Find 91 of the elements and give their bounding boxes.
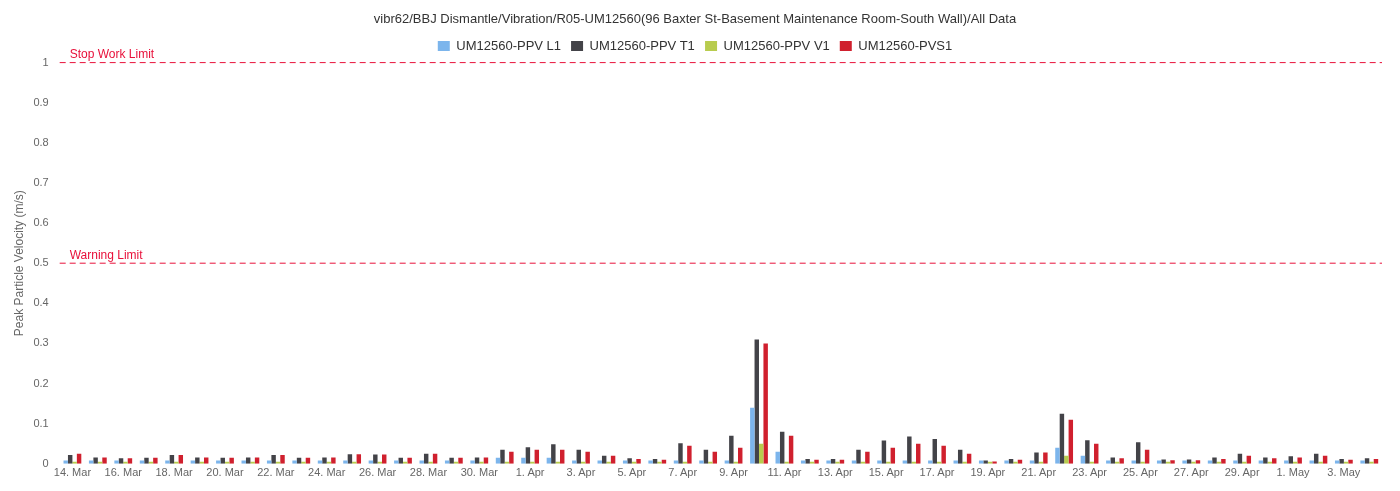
x-tick-label: 22. Mar: [257, 466, 295, 479]
x-tick-label: 19. Apr: [970, 466, 1006, 479]
x-tick-label: 11. Apr: [767, 466, 802, 479]
y-tick-label: 0.6: [33, 216, 49, 229]
y-tick-label: 0: [42, 456, 49, 469]
bar: [750, 407, 755, 464]
bar: [93, 457, 98, 464]
bar: [551, 444, 556, 464]
y-tick-label: 0.5: [33, 256, 49, 269]
x-tick-label: 17. Apr: [919, 466, 955, 479]
bar: [449, 457, 454, 464]
y-tick-label: 0.7: [33, 175, 49, 188]
x-tick-label: 25. Apr: [1122, 466, 1159, 479]
bar: [521, 457, 526, 464]
chart-title: vibr62/BBJ Dismantle/Vibration/R05-UM12560(96 Baxter St-Basement Maintenance Room-South Wall)/All Data: [373, 11, 1017, 27]
y-tick-label: 0.8: [33, 135, 49, 148]
bar: [1043, 452, 1048, 464]
bar: [407, 457, 412, 464]
y-tick-label: 0.2: [33, 376, 49, 389]
bar: [1221, 458, 1226, 464]
x-tick-label: 14. Mar: [53, 466, 92, 479]
bar: [271, 454, 276, 464]
x-tick-label: 21. Apr: [1021, 466, 1057, 479]
bar: [805, 458, 810, 464]
bar: [729, 435, 734, 464]
bar: [195, 457, 200, 464]
x-tick-label: 3. May: [1327, 466, 1361, 479]
bar: [322, 457, 327, 464]
x-tick-label: 29. Apr: [1224, 466, 1260, 479]
ref-line-label: Stop Work Limit: [69, 46, 155, 61]
bar: [1119, 458, 1124, 464]
x-tick-label: 24. Mar: [308, 466, 346, 479]
x-tick-label: 15. Apr: [868, 466, 904, 479]
legend-label: UM12560-PVS1: [858, 37, 953, 53]
bar: [1034, 452, 1039, 464]
bar: [1085, 440, 1090, 464]
x-tick-label: 3. Apr: [566, 466, 596, 479]
bar: [229, 457, 234, 464]
bar: [687, 445, 692, 464]
bar: [1339, 458, 1344, 464]
bar: [373, 454, 378, 464]
y-tick-label: 0.4: [33, 296, 49, 309]
y-tick-label: 0.9: [33, 95, 49, 108]
x-tick-label: 16. Mar: [104, 466, 143, 479]
bar: [1263, 457, 1268, 464]
bar: [763, 343, 768, 464]
bar: [1170, 460, 1175, 464]
x-tick-label: 1. May: [1276, 466, 1310, 479]
x-tick-label: 28. Mar: [409, 466, 448, 479]
bar: [941, 445, 946, 464]
bar: [1064, 455, 1069, 464]
y-tick-label: 0.1: [33, 416, 49, 429]
bar: [1212, 457, 1217, 464]
bar: [1297, 457, 1302, 464]
y-axis-title: Peak Particle Velocity (m/s): [11, 190, 26, 337]
bar: [907, 436, 912, 464]
x-tick-label: 23. Apr: [1072, 466, 1108, 479]
bar: [636, 458, 641, 464]
y-tick-label: 1: [42, 55, 49, 68]
legend-label: UM12560-PPV T1: [589, 37, 695, 53]
bar: [509, 451, 514, 464]
x-tick-label: 5. Apr: [617, 466, 647, 479]
x-tick-label: 9. Apr: [719, 466, 749, 479]
bar: [754, 339, 759, 464]
legend-label: UM12560-PPV V1: [723, 37, 830, 53]
x-tick-label: 27. Apr: [1173, 466, 1210, 479]
x-tick-label: 13. Apr: [817, 466, 854, 479]
ref-line-label: Warning Limit: [69, 247, 144, 262]
x-tick-label: 1. Apr: [515, 466, 545, 479]
x-tick-label: 7. Apr: [668, 466, 698, 479]
bar: [144, 457, 149, 464]
bar: [1055, 447, 1060, 464]
bar: [1161, 459, 1166, 464]
bar: [458, 457, 463, 464]
x-tick-label: 30. Mar: [460, 466, 499, 479]
bar: [153, 457, 158, 464]
bar: [331, 457, 336, 464]
x-tick-label: 20. Mar: [206, 466, 244, 479]
bar: [865, 451, 870, 464]
x-tick-label: 26. Mar: [358, 466, 397, 479]
bar: [856, 449, 861, 464]
bar: [678, 443, 683, 464]
y-tick-label: 0.3: [33, 336, 49, 349]
bar: [280, 454, 285, 464]
bar: [627, 458, 632, 464]
legend-label: UM12560-PPV L1: [456, 37, 562, 53]
bar: [585, 451, 590, 464]
bar: [102, 457, 107, 464]
x-tick-label: 18. Mar: [155, 466, 194, 479]
bar: [500, 449, 505, 464]
bar: [992, 461, 997, 464]
